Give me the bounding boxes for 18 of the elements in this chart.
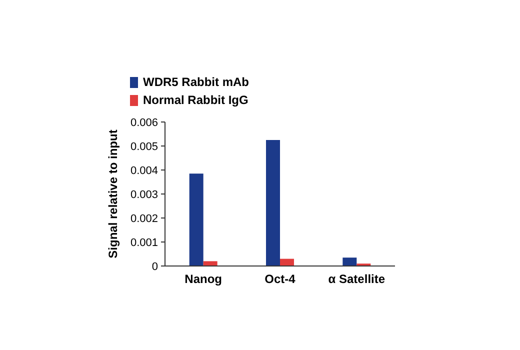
y-tick-label: 0.006 [130, 116, 158, 129]
bar [203, 261, 218, 266]
x-tick-label: Nanog [184, 272, 222, 286]
bar [342, 258, 357, 266]
y-tick-label: 0.003 [130, 188, 158, 201]
x-tick-label: Oct-4 [264, 272, 296, 286]
y-tick-label: 0.005 [130, 140, 158, 153]
y-axis-title: Signal relative to input [106, 130, 120, 258]
y-tick-label: 0 [152, 260, 158, 273]
y-tick-label: 0.002 [130, 212, 158, 225]
bar [280, 258, 294, 266]
legend-label: Normal Rabbit IgG [143, 93, 248, 108]
y-tick-label: 0.001 [130, 236, 158, 249]
x-tick-label: α Satellite [328, 272, 386, 286]
y-tick-label: 0.004 [130, 164, 158, 177]
bar [189, 174, 204, 266]
bar [266, 140, 280, 266]
legend-label: WDR5 Rabbit mAb [143, 75, 249, 90]
